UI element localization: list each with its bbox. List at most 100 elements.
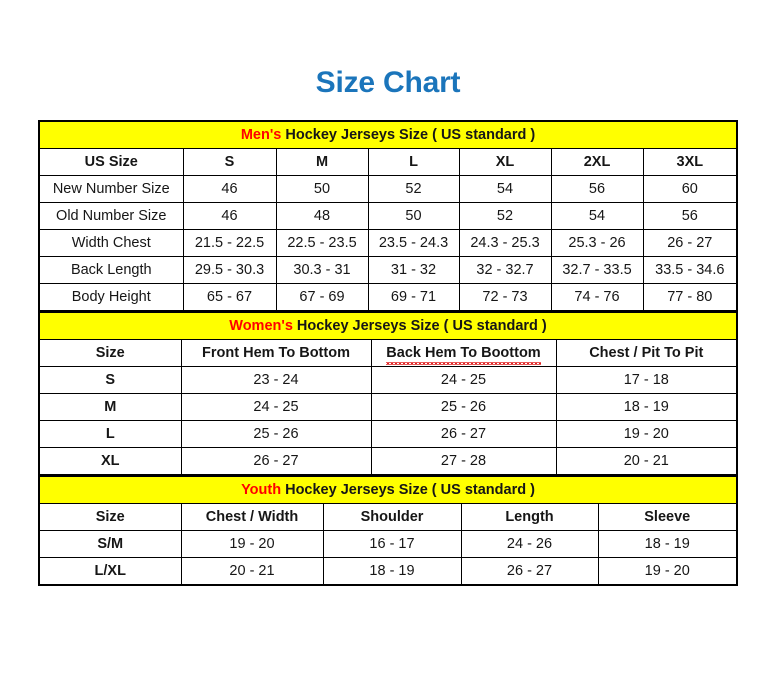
mens-cell-4-3: 72 - 73 xyxy=(458,283,552,312)
mens-cell-4-1: 67 - 69 xyxy=(275,283,369,312)
womens-column-header-row: Size Front Hem To Bottom Back Hem To Boo… xyxy=(38,339,738,367)
table-row: Body Height 65 - 67 67 - 69 69 - 71 72 -… xyxy=(38,283,738,312)
womens-cell-2-1: 26 - 27 xyxy=(370,420,557,448)
mens-cell-3-0: 29.5 - 30.3 xyxy=(182,256,277,284)
mens-col-header-4: XL xyxy=(458,148,552,176)
mens-cell-1-4: 54 xyxy=(550,202,644,230)
mens-cell-4-5: 77 - 80 xyxy=(642,283,738,312)
mens-section-heading: Men's Hockey Jerseys Size ( US standard … xyxy=(38,120,738,149)
mens-cell-0-3: 54 xyxy=(458,175,552,203)
mens-column-header-row: US Size S M L XL 2XL 3XL xyxy=(38,148,738,176)
mens-row-label-4: Body Height xyxy=(38,283,184,312)
table-row: XL 26 - 27 27 - 28 20 - 21 xyxy=(38,447,738,476)
womens-col-header-1: Front Hem To Bottom xyxy=(180,339,372,367)
womens-section-heading: Women's Hockey Jerseys Size ( US standar… xyxy=(38,312,738,340)
mens-col-header-6: 3XL xyxy=(642,148,738,176)
mens-heading-accent: Men's xyxy=(240,127,282,143)
youth-row-label-1: L/XL xyxy=(38,557,182,586)
youth-cell-0-1: 16 - 17 xyxy=(322,530,462,558)
mens-section-header-row: Men's Hockey Jerseys Size ( US standard … xyxy=(38,120,738,149)
youth-cell-0-3: 18 - 19 xyxy=(597,530,738,558)
mens-row-label-1: Old Number Size xyxy=(38,202,184,230)
mens-cell-1-5: 56 xyxy=(642,202,738,230)
mens-cell-3-3: 32 - 32.7 xyxy=(458,256,552,284)
youth-cell-0-0: 19 - 20 xyxy=(180,530,324,558)
table-row: S/M 19 - 20 16 - 17 24 - 26 18 - 19 xyxy=(38,530,738,558)
youth-section-heading: Youth Hockey Jerseys Size ( US standard … xyxy=(38,476,738,504)
table-row: Width Chest 21.5 - 22.5 22.5 - 23.5 23.5… xyxy=(38,229,738,257)
mens-cell-1-1: 48 xyxy=(275,202,369,230)
mens-cell-1-0: 46 xyxy=(182,202,277,230)
womens-row-label-2: L xyxy=(38,420,182,448)
mens-cell-3-1: 30.3 - 31 xyxy=(275,256,369,284)
mens-col-header-2: M xyxy=(275,148,369,176)
youth-section-header-row: Youth Hockey Jerseys Size ( US standard … xyxy=(38,476,738,504)
womens-cell-1-1: 25 - 26 xyxy=(370,393,557,421)
mens-col-header-5: 2XL xyxy=(550,148,644,176)
mens-cell-2-3: 24.3 - 25.3 xyxy=(458,229,552,257)
womens-cell-1-0: 24 - 25 xyxy=(180,393,372,421)
youth-row-label-0: S/M xyxy=(38,530,182,558)
youth-col-header-0: Size xyxy=(38,503,182,531)
womens-section-header-row: Women's Hockey Jerseys Size ( US standar… xyxy=(38,312,738,340)
mens-row-label-3: Back Length xyxy=(38,256,184,284)
youth-cell-1-3: 19 - 20 xyxy=(597,557,738,586)
mens-cell-3-5: 33.5 - 34.6 xyxy=(642,256,738,284)
table-row: Back Length 29.5 - 30.3 30.3 - 31 31 - 3… xyxy=(38,256,738,284)
mens-cell-0-1: 50 xyxy=(275,175,369,203)
mens-size-table: Men's Hockey Jerseys Size ( US standard … xyxy=(38,120,739,312)
youth-cell-1-1: 18 - 19 xyxy=(322,557,462,586)
womens-cell-0-0: 23 - 24 xyxy=(180,366,372,394)
youth-col-header-1: Chest / Width xyxy=(180,503,324,531)
page-title: Size Chart xyxy=(315,66,461,99)
table-row: L 25 - 26 26 - 27 19 - 20 xyxy=(38,420,738,448)
mens-row-label-2: Width Chest xyxy=(38,229,184,257)
womens-size-table: Women's Hockey Jerseys Size ( US standar… xyxy=(38,312,739,476)
mens-col-header-0: US Size xyxy=(38,148,184,176)
youth-cell-1-0: 20 - 21 xyxy=(180,557,324,586)
mens-row-label-0: New Number Size xyxy=(38,175,184,203)
womens-cell-3-0: 26 - 27 xyxy=(180,447,372,476)
mens-cell-3-4: 32.7 - 33.5 xyxy=(550,256,644,284)
womens-row-label-1: M xyxy=(38,393,182,421)
mens-cell-0-2: 52 xyxy=(367,175,460,203)
youth-cell-0-2: 24 - 26 xyxy=(460,530,599,558)
mens-col-header-1: S xyxy=(182,148,277,176)
youth-column-header-row: Size Chest / Width Shoulder Length Sleev… xyxy=(38,503,738,531)
table-row: New Number Size 46 50 52 54 56 60 xyxy=(38,175,738,203)
mens-cell-2-2: 23.5 - 24.3 xyxy=(367,229,460,257)
mens-cell-1-2: 50 xyxy=(367,202,460,230)
mens-cell-2-1: 22.5 - 23.5 xyxy=(275,229,369,257)
mens-cell-0-5: 60 xyxy=(642,175,738,203)
womens-heading-accent: Women's xyxy=(229,318,293,334)
womens-cell-3-1: 27 - 28 xyxy=(370,447,557,476)
youth-size-table: Youth Hockey Jerseys Size ( US standard … xyxy=(38,476,739,586)
mens-cell-0-0: 46 xyxy=(182,175,277,203)
size-tables-container: Men's Hockey Jerseys Size ( US standard … xyxy=(38,120,739,586)
womens-cell-3-2: 20 - 21 xyxy=(555,447,738,476)
youth-col-header-3: Length xyxy=(460,503,599,531)
mens-cell-4-0: 65 - 67 xyxy=(182,283,277,312)
womens-cell-0-2: 17 - 18 xyxy=(555,366,738,394)
youth-col-header-2: Shoulder xyxy=(322,503,462,531)
womens-row-label-3: XL xyxy=(38,447,182,476)
mens-cell-4-2: 69 - 71 xyxy=(367,283,460,312)
table-row: L/XL 20 - 21 18 - 19 26 - 27 19 - 20 xyxy=(38,557,738,586)
youth-heading-rest: Hockey Jerseys Size ( US standard ) xyxy=(281,482,535,498)
womens-cell-0-1: 24 - 25 xyxy=(370,366,557,394)
womens-heading-rest: Hockey Jerseys Size ( US standard ) xyxy=(292,318,547,334)
youth-heading-accent: Youth xyxy=(241,482,282,498)
mens-cell-4-4: 74 - 76 xyxy=(550,283,644,312)
womens-col-header-3: Chest / Pit To Pit xyxy=(555,339,738,367)
mens-cell-2-5: 26 - 27 xyxy=(642,229,738,257)
mens-heading-rest: Hockey Jerseys Size ( US standard ) xyxy=(281,127,536,143)
womens-col-header-0: Size xyxy=(38,339,182,367)
mens-cell-2-0: 21.5 - 22.5 xyxy=(182,229,277,257)
mens-col-header-3: L xyxy=(367,148,460,176)
mens-cell-2-4: 25.3 - 26 xyxy=(550,229,644,257)
table-row: Old Number Size 46 48 50 52 54 56 xyxy=(38,202,738,230)
table-row: M 24 - 25 25 - 26 18 - 19 xyxy=(38,393,738,421)
youth-col-header-4: Sleeve xyxy=(597,503,738,531)
womens-cell-2-0: 25 - 26 xyxy=(180,420,372,448)
